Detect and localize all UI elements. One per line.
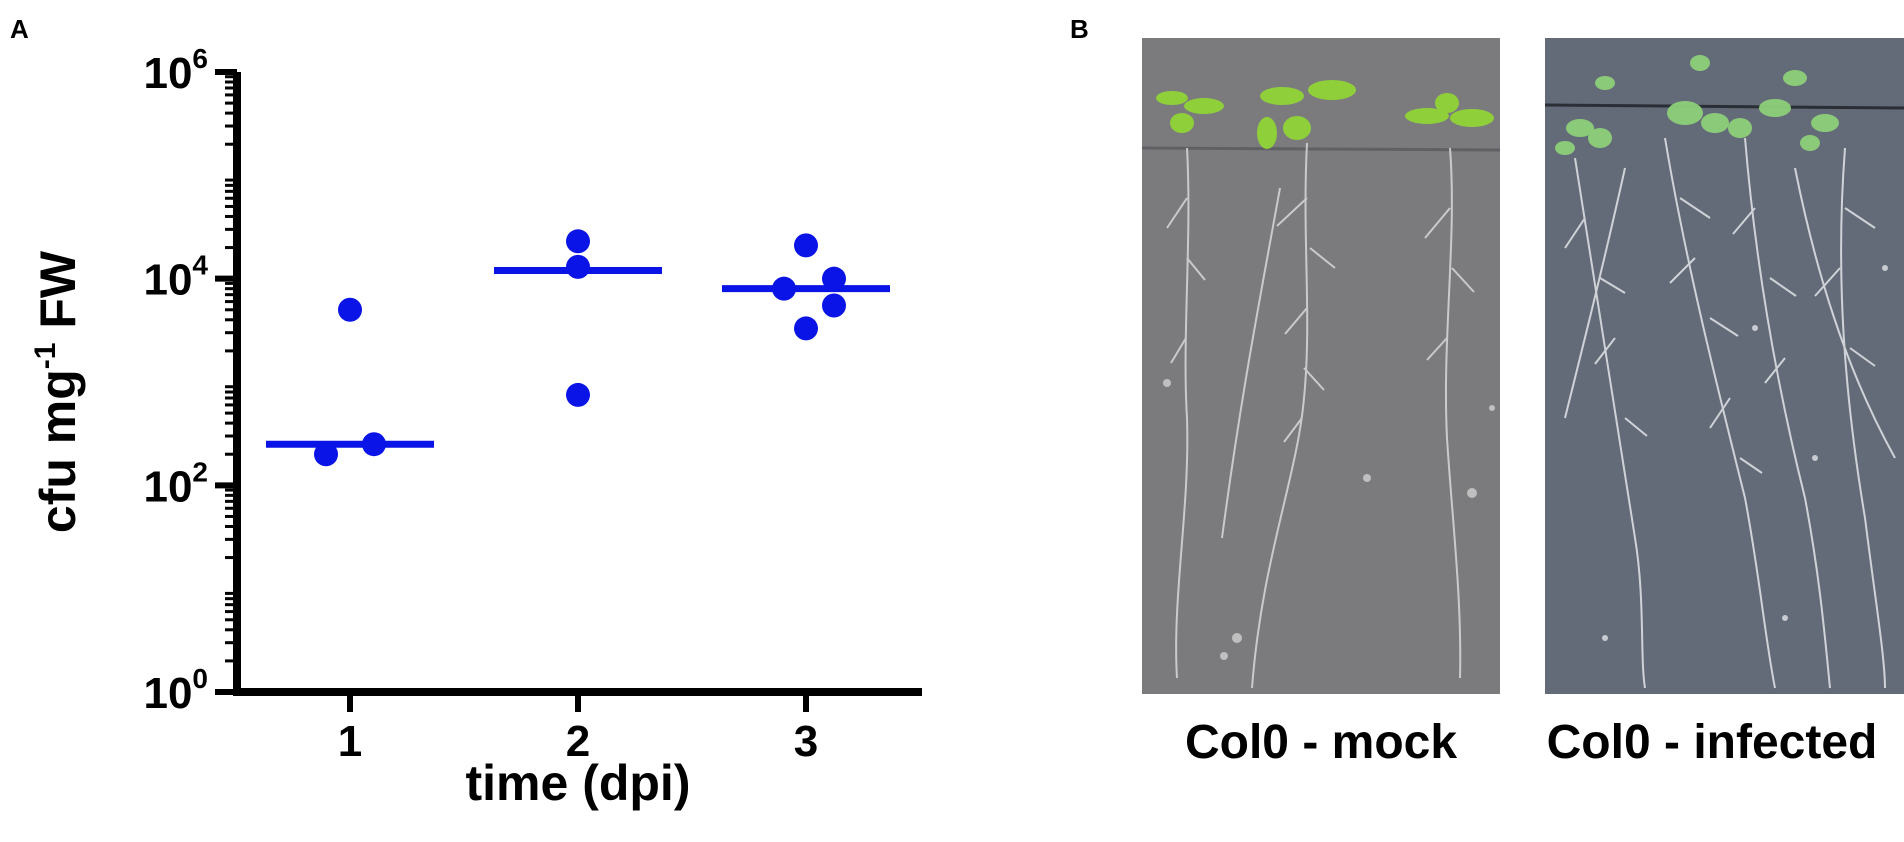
panel-label-b: B <box>1070 14 1089 44</box>
data-point <box>362 432 386 457</box>
data-point <box>314 442 338 467</box>
data-point <box>822 266 846 291</box>
data-point <box>566 254 590 279</box>
plate-edge-line <box>1142 146 1500 152</box>
seedling-photo-mock <box>1142 38 1500 694</box>
y-tick-label-base: 10 <box>143 49 192 98</box>
air-bubbles <box>1163 379 1495 660</box>
y-tick-label-base: 10 <box>143 669 192 718</box>
data-point <box>794 233 818 258</box>
panel-label-a: A <box>10 14 29 44</box>
y-axis-label-base: cfu mg <box>30 369 86 533</box>
plate-edge-line <box>1545 103 1904 110</box>
y-tick-label-base: 10 <box>143 256 192 305</box>
data-point <box>772 276 796 301</box>
x-axis-label: time (dpi) <box>466 755 691 811</box>
y-tick-label-exp: 4 <box>192 250 208 281</box>
data-point <box>794 316 818 341</box>
data-point <box>822 293 846 318</box>
y-tick-label-base: 10 <box>143 462 192 511</box>
y-axis-label-tail: FW <box>30 250 86 342</box>
chart-marks <box>266 229 890 467</box>
x-tick-label: 3 <box>794 717 818 766</box>
roots <box>1564 137 1896 689</box>
y-tick-label-exp: 2 <box>192 456 208 487</box>
photo-caption-mock: Col0 - mock <box>1184 716 1458 769</box>
y-tick-label: 104 <box>143 250 208 305</box>
data-point <box>566 382 590 407</box>
data-point <box>566 229 590 254</box>
seedling-photo-infected <box>1545 38 1904 694</box>
data-point <box>338 297 362 322</box>
y-tick-label-exp: 6 <box>192 43 208 74</box>
y-tick-label: 106 <box>143 43 208 98</box>
y-axis-label-sup: -1 <box>29 343 62 370</box>
roots <box>1166 142 1475 689</box>
seedling-leaves <box>1156 80 1494 149</box>
air-bubbles <box>1602 265 1888 641</box>
y-axis-label: cfu mg-1 FW <box>29 250 86 533</box>
x-tick-label: 1 <box>338 717 362 766</box>
y-tick-label: 102 <box>143 456 208 511</box>
y-tick-label: 100 <box>143 663 208 718</box>
x-tick-label: 2 <box>566 717 590 766</box>
seedling-leaves <box>1555 55 1839 155</box>
y-tick-label-exp: 0 <box>192 663 208 694</box>
photo-caption-infected: Col0 - infected <box>1546 716 1878 769</box>
agar-plate-background <box>1545 38 1904 694</box>
